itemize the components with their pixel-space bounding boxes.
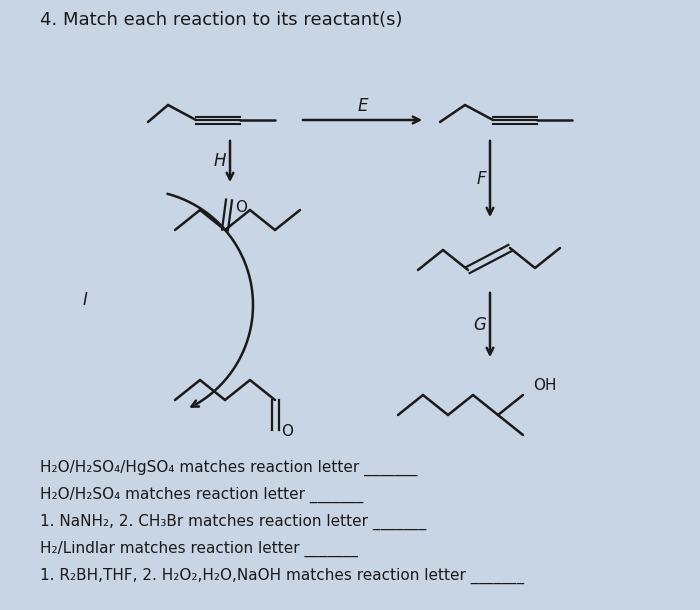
Text: H₂O/H₂SO₄ matches reaction letter _______: H₂O/H₂SO₄ matches reaction letter ______… bbox=[40, 487, 363, 503]
Text: H: H bbox=[214, 152, 226, 171]
Text: E: E bbox=[357, 97, 368, 115]
Text: 1. R₂BH,THF, 2. H₂O₂,H₂O,NaOH matches reaction letter _______: 1. R₂BH,THF, 2. H₂O₂,H₂O,NaOH matches re… bbox=[40, 568, 524, 584]
Text: H₂/Lindlar matches reaction letter _______: H₂/Lindlar matches reaction letter _____… bbox=[40, 541, 358, 557]
Text: 4. Match each reaction to its reactant(s): 4. Match each reaction to its reactant(s… bbox=[40, 11, 402, 29]
Text: H₂O/H₂SO₄/HgSO₄ matches reaction letter _______: H₂O/H₂SO₄/HgSO₄ matches reaction letter … bbox=[40, 460, 417, 476]
Text: F: F bbox=[477, 170, 486, 188]
Text: OH: OH bbox=[533, 378, 557, 392]
Text: 1. NaNH₂, 2. CH₃Br matches reaction letter _______: 1. NaNH₂, 2. CH₃Br matches reaction lett… bbox=[40, 514, 426, 530]
Text: G: G bbox=[473, 316, 486, 334]
Text: I: I bbox=[83, 291, 88, 309]
Text: O: O bbox=[235, 201, 247, 215]
Text: O: O bbox=[281, 425, 293, 439]
